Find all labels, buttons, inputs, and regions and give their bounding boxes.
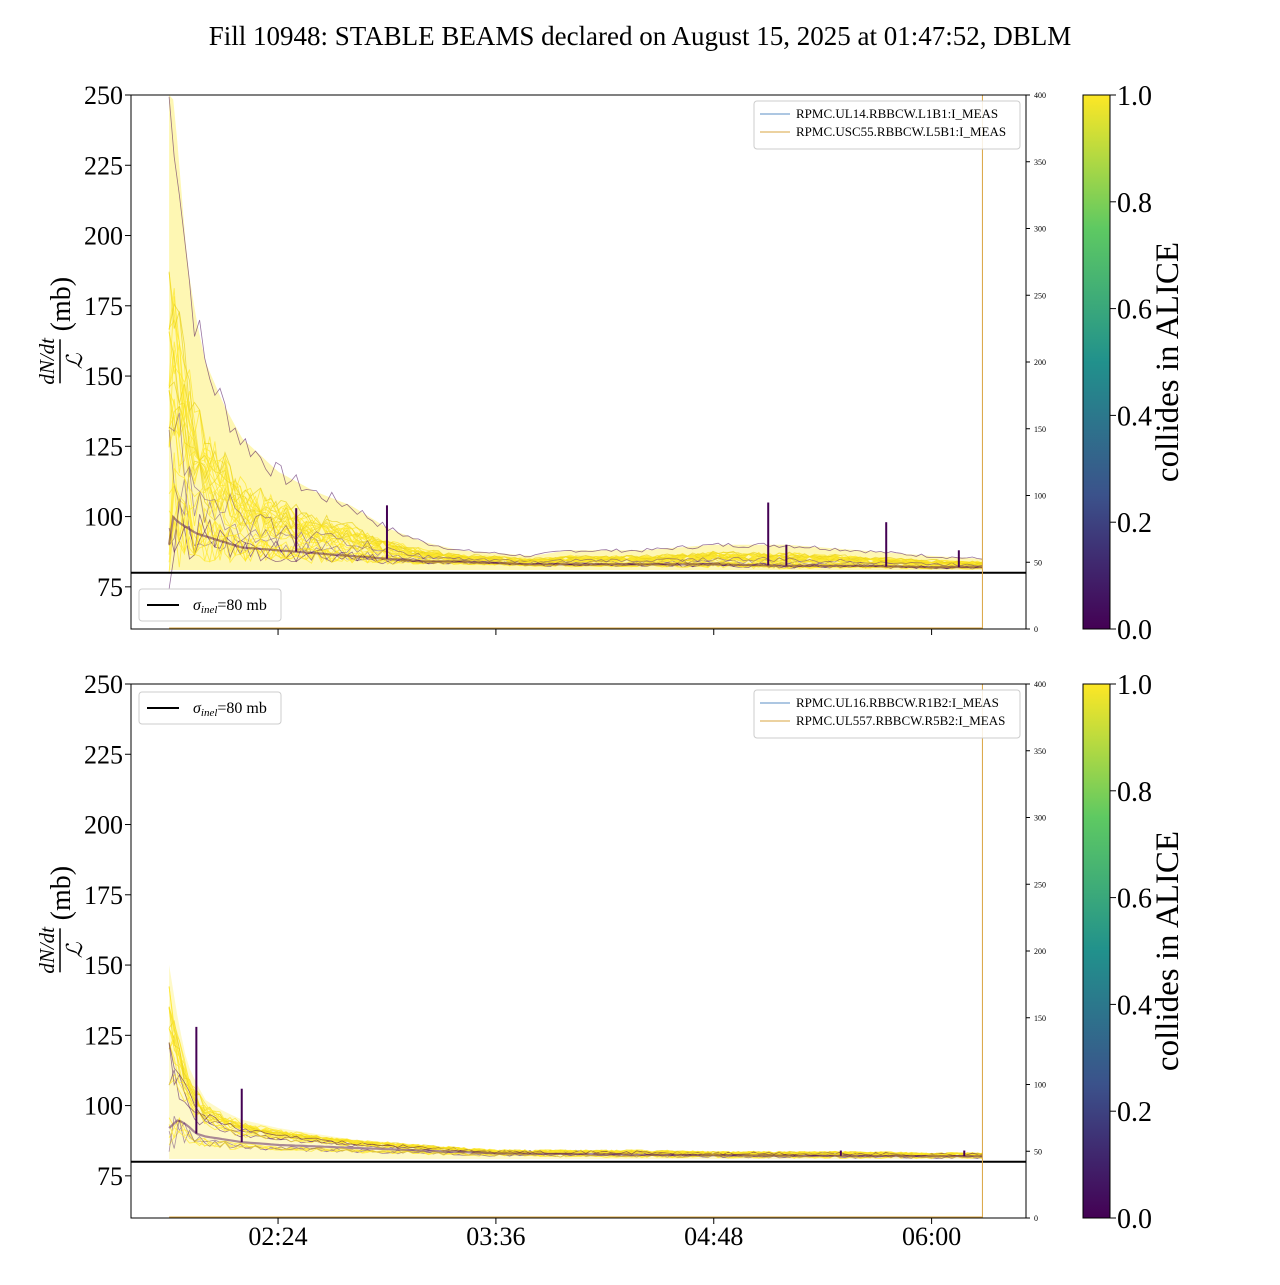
envelope-area bbox=[169, 95, 983, 570]
data-layer bbox=[168, 95, 983, 590]
bunch-trace bbox=[168, 429, 983, 568]
y-tick-label: 75 bbox=[97, 573, 123, 602]
y-axis-label: dN/dt ℒ (mb) bbox=[35, 866, 87, 974]
sigma-legend-label: σinel=80 mb bbox=[193, 597, 267, 616]
y-tick-label: 250 bbox=[84, 670, 123, 699]
bunch-trace bbox=[168, 1042, 983, 1157]
colorbar bbox=[1082, 94, 1111, 630]
y-tick-label: 100 bbox=[84, 503, 123, 532]
colorbar-tick-label: 1.0 bbox=[1117, 81, 1152, 112]
bunch-trace bbox=[168, 505, 983, 570]
bunch-trace bbox=[168, 412, 983, 567]
y-tick-label: 75 bbox=[97, 1162, 123, 1191]
y-tick-label: 150 bbox=[84, 951, 123, 980]
y-tick-label: 150 bbox=[84, 362, 123, 391]
sigma-legend-label: σinel=80 mb bbox=[193, 700, 267, 719]
bunch-trace bbox=[168, 414, 983, 567]
bunch-trace bbox=[168, 1006, 983, 1157]
rpmc-legend-label: RPMC.USC55.RBBCW.L5B1:I_MEAS bbox=[796, 124, 1006, 139]
colorbar-label: collides in ALICE bbox=[1150, 831, 1186, 1071]
right-y-tick-label: 200 bbox=[1034, 358, 1046, 367]
colorbar bbox=[1082, 683, 1111, 1219]
core-trace bbox=[168, 1119, 983, 1158]
y-label-unit: (mb) bbox=[46, 277, 77, 331]
x-tick-label: 02:24 bbox=[248, 1222, 307, 1251]
colorbar-tick-label: 0.6 bbox=[1117, 884, 1152, 915]
colorbar-label: collides in ALICE bbox=[1150, 242, 1186, 482]
bunch-trace bbox=[168, 398, 983, 568]
colorbar-tick-label: 0.8 bbox=[1117, 188, 1152, 219]
rpmc-legend-box bbox=[753, 100, 1021, 150]
colorbar-tick-label: 0.4 bbox=[1117, 990, 1152, 1021]
right-y-tick-label: 50 bbox=[1034, 1147, 1042, 1156]
right-y-tick-label: 250 bbox=[1034, 880, 1046, 889]
x-tick-label: 04:48 bbox=[684, 1222, 743, 1251]
colorbar-tick-label: 0.2 bbox=[1117, 1097, 1152, 1128]
y-tick-label: 225 bbox=[84, 151, 123, 180]
bunch-trace bbox=[168, 986, 983, 1156]
right-y-tick-label: 250 bbox=[1034, 291, 1046, 300]
panel-beam1: 75 100 125 150 175 200 225 250 0 50 100 150 200 250 30… bbox=[35, 81, 1186, 646]
y-label-denominator: ℒ bbox=[62, 352, 87, 369]
sigma-legend-box bbox=[138, 691, 282, 725]
rpmc-legend-box bbox=[753, 689, 1021, 739]
rpmc-legend-label: RPMC.UL16.RBBCW.R1B2:I_MEAS bbox=[796, 695, 999, 710]
data-layer bbox=[168, 965, 983, 1160]
right-y-tick-label: 0 bbox=[1034, 625, 1038, 634]
y-tick-label: 200 bbox=[84, 811, 123, 840]
colorbar-tick-label: 0.4 bbox=[1117, 401, 1152, 432]
colorbar-tick-label: 1.0 bbox=[1117, 670, 1152, 701]
right-y-tick-label: 150 bbox=[1034, 1014, 1046, 1023]
y-tick-label: 250 bbox=[84, 81, 123, 110]
colorbar-tick-label: 0.0 bbox=[1117, 615, 1152, 646]
y-label-denominator: ℒ bbox=[62, 941, 87, 958]
right-y-tick-label: 350 bbox=[1034, 747, 1046, 756]
y-tick-label: 225 bbox=[84, 740, 123, 769]
right-y-tick-label: 50 bbox=[1034, 558, 1042, 567]
y-tick-label: 100 bbox=[84, 1092, 123, 1121]
right-y-tick-label: 100 bbox=[1034, 492, 1046, 501]
colorbar-tick-label: 0.0 bbox=[1117, 1204, 1152, 1235]
right-y-tick-label: 100 bbox=[1034, 1081, 1046, 1090]
x-tick-label: 06:00 bbox=[902, 1222, 961, 1251]
bunch-trace bbox=[168, 1006, 983, 1156]
y-label-unit: (mb) bbox=[46, 866, 77, 920]
panel-beam2: 75 100 125 150 175 200 225 250 0 50 100 150 200 250 30… bbox=[35, 670, 1186, 1251]
right-y-tick-label: 400 bbox=[1034, 680, 1046, 689]
y-tick-label: 175 bbox=[84, 292, 123, 321]
right-y-tick-label: 400 bbox=[1034, 91, 1046, 100]
right-y-tick-label: 300 bbox=[1034, 814, 1046, 823]
envelope-area bbox=[169, 965, 983, 1159]
colorbar-tick-label: 0.6 bbox=[1117, 295, 1152, 326]
y-label-numerator: dN/dt bbox=[35, 926, 59, 974]
colorbar-tick-label: 0.2 bbox=[1117, 508, 1152, 539]
bunch-trace bbox=[168, 1126, 983, 1160]
right-y-tick-label: 0 bbox=[1034, 1214, 1038, 1223]
bunch-trace bbox=[168, 96, 983, 560]
y-tick-label: 125 bbox=[84, 432, 123, 461]
core-trace bbox=[168, 514, 983, 569]
sigma-legend-box bbox=[138, 588, 282, 622]
rpmc-legend-label: RPMC.UL14.RBBCW.L1B1:I_MEAS bbox=[796, 106, 998, 121]
right-y-tick-label: 200 bbox=[1034, 947, 1046, 956]
right-y-tick-label: 350 bbox=[1034, 158, 1046, 167]
x-tick-label: 03:36 bbox=[466, 1222, 525, 1251]
chart-title: Fill 10948: STABLE BEAMS declared on Aug… bbox=[209, 21, 1072, 51]
bunch-trace bbox=[168, 483, 983, 570]
right-y-tick-label: 300 bbox=[1034, 225, 1046, 234]
y-axis-label: dN/dt ℒ (mb) bbox=[35, 277, 87, 385]
y-tick-label: 200 bbox=[84, 222, 123, 251]
bunch-trace bbox=[168, 319, 983, 564]
rpmc-legend-label: RPMC.UL557.RBBCW.R5B2:I_MEAS bbox=[796, 713, 1005, 728]
right-y-tick-label: 150 bbox=[1034, 425, 1046, 434]
y-label-numerator: dN/dt bbox=[35, 337, 59, 385]
colorbar-tick-label: 0.8 bbox=[1117, 777, 1152, 808]
y-tick-label: 125 bbox=[84, 1021, 123, 1050]
bunch-trace bbox=[168, 271, 983, 564]
y-tick-label: 175 bbox=[84, 881, 123, 910]
